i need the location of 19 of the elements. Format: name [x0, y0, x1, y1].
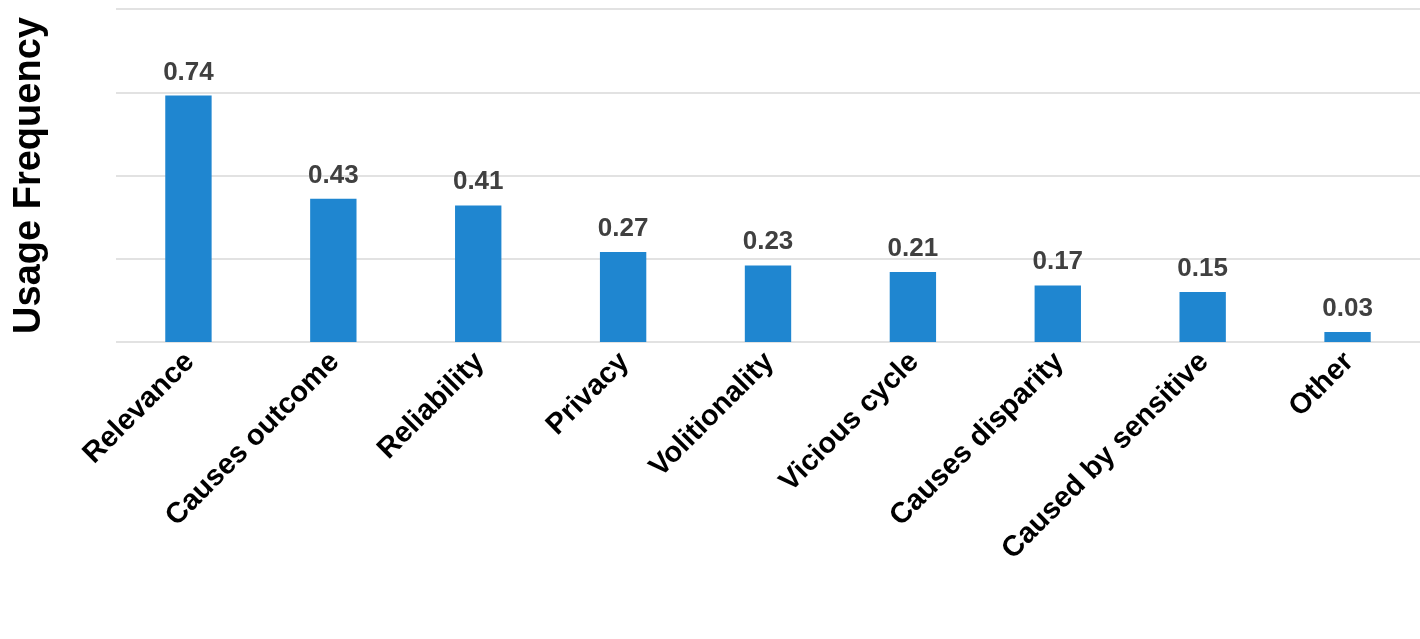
data-label: 0.23 — [742, 225, 794, 256]
bar — [310, 198, 357, 342]
bar — [455, 205, 502, 342]
data-label: 0.27 — [597, 212, 649, 243]
data-label: 0.43 — [308, 158, 359, 189]
data-label: 0.21 — [887, 232, 939, 263]
bar — [1324, 332, 1371, 342]
data-label: 0.41 — [452, 165, 504, 196]
bar — [1034, 285, 1081, 342]
data-label: 0.03 — [1322, 292, 1373, 323]
bar — [744, 265, 792, 342]
bar — [1179, 292, 1226, 342]
bar — [599, 252, 647, 342]
y-axis-title: Usage Frequency — [6, 17, 48, 334]
bar — [165, 95, 212, 342]
bar — [889, 272, 937, 342]
data-label: 0.15 — [1177, 252, 1228, 283]
data-label: 0.74 — [163, 55, 215, 86]
data-label: 0.17 — [1032, 245, 1084, 276]
